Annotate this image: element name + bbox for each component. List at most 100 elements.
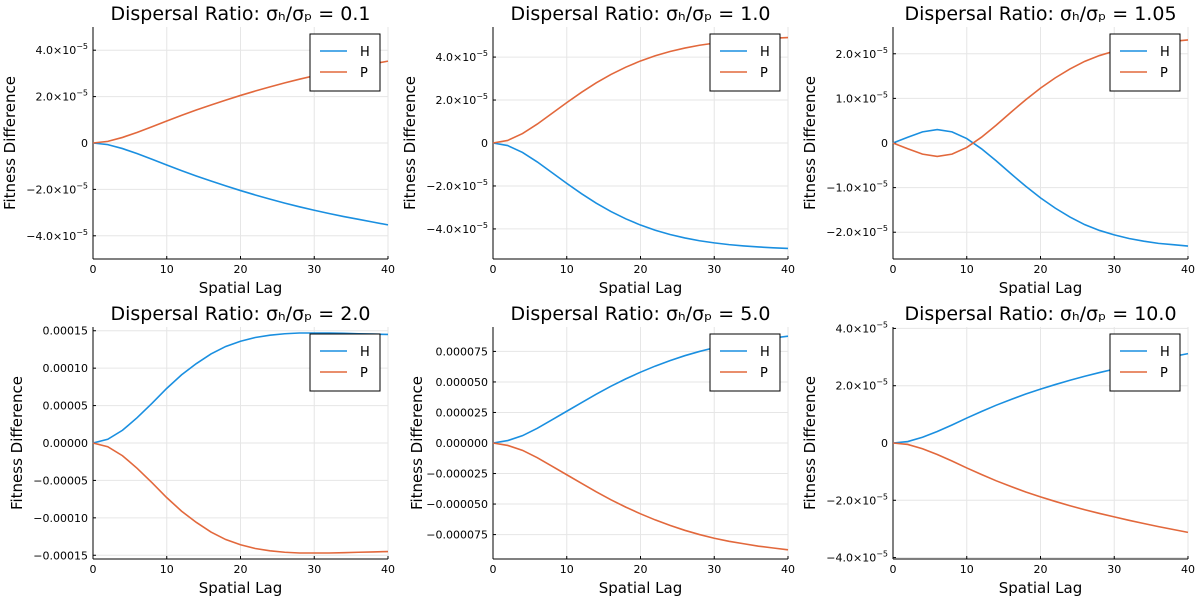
y-tick-label: −4.0×10−5	[426, 221, 488, 236]
x-tick-label: 10	[560, 263, 574, 276]
y-tick-label: 0	[881, 437, 888, 450]
y-tick-label: −0.00005	[33, 474, 88, 487]
y-axis-label: Fitness Difference	[801, 76, 819, 210]
x-tick-label: 0	[90, 263, 97, 276]
y-axis-label: Fitness Difference	[8, 376, 26, 510]
legend-label: P	[360, 366, 368, 381]
series-line-H	[492, 142, 789, 250]
legend-label: H	[1160, 345, 1170, 360]
legend: HP	[1109, 333, 1181, 392]
legend-box	[309, 333, 381, 392]
legend-label: P	[1160, 366, 1168, 381]
y-tick-label: −0.00015	[33, 549, 88, 562]
y-tick-label: 4.0×10−5	[435, 49, 488, 64]
legend-label: H	[360, 45, 370, 60]
legend-box	[709, 333, 781, 392]
y-tick-label: 4.0×10−5	[35, 42, 88, 57]
x-tick-label: 0	[890, 263, 897, 276]
x-tick-label: 0	[490, 563, 497, 576]
y-tick-label: 0.000025	[436, 406, 489, 419]
y-tick-label: 2.0×10−5	[835, 378, 888, 393]
y-tick-label: 0.00000	[43, 437, 89, 450]
y-tick-label: 2.0×10−5	[35, 89, 88, 104]
x-tick-label: 0	[890, 563, 897, 576]
chart-title: Dispersal Ratio: σₕ/σₚ = 10.0	[904, 303, 1176, 325]
x-tick-label: 10	[960, 263, 974, 276]
series-line-P	[92, 442, 389, 554]
legend-label: H	[760, 345, 770, 360]
y-tick-label: −0.000050	[426, 498, 488, 511]
legend-box	[1109, 333, 1181, 392]
x-tick-label: 10	[960, 563, 974, 576]
x-tick-label: 10	[160, 563, 174, 576]
legend: HP	[1109, 33, 1181, 92]
series-line-H	[92, 332, 389, 444]
legend-box	[709, 33, 781, 92]
x-tick-label: 20	[234, 563, 248, 576]
y-tick-label: 0.00010	[43, 362, 89, 375]
x-axis-label: Spatial Lag	[599, 279, 682, 297]
legend-label: H	[360, 345, 370, 360]
x-tick-label: 30	[1107, 563, 1121, 576]
x-tick-label: 40	[381, 263, 395, 276]
subplot-5: 0 10 20 30 40 −0.000075 −0.000050 −0.000025 0.00…	[408, 303, 795, 597]
y-axis-label: Fitness Difference	[801, 376, 819, 510]
y-tick-label: −2.0×10−5	[826, 224, 888, 239]
chart-title: Dispersal Ratio: σₕ/σₚ = 0.1	[111, 3, 371, 25]
y-tick-label: −2.0×10−5	[26, 181, 88, 196]
legend-label: P	[760, 66, 768, 81]
legend-label: P	[360, 66, 368, 81]
x-axis-label: Spatial Lag	[199, 279, 282, 297]
y-tick-label: −2.0×10−5	[426, 178, 488, 193]
x-tick-label: 30	[307, 563, 321, 576]
y-tick-label: −4.0×10−5	[26, 228, 88, 243]
x-tick-label: 20	[634, 263, 648, 276]
x-axis-label: Spatial Lag	[599, 579, 682, 597]
y-axis-label: Fitness Difference	[1, 76, 19, 210]
y-tick-label: 0	[881, 137, 888, 150]
y-tick-label: −4.0×10−5	[826, 550, 888, 565]
x-tick-label: 20	[1034, 263, 1048, 276]
chart-title: Dispersal Ratio: σₕ/σₚ = 1.05	[904, 3, 1176, 25]
legend-label: H	[1160, 45, 1170, 60]
x-axis-label: Spatial Lag	[999, 279, 1082, 297]
x-tick-label: 40	[781, 563, 795, 576]
x-tick-label: 20	[1034, 563, 1048, 576]
legend: HP	[709, 333, 781, 392]
y-tick-label: 2.0×10−5	[835, 46, 888, 61]
series-line-P	[492, 442, 789, 551]
x-tick-label: 10	[160, 263, 174, 276]
series-line-P	[892, 442, 1189, 534]
legend-label: P	[760, 366, 768, 381]
series-line-H	[892, 128, 1189, 247]
x-axis-label: Spatial Lag	[199, 579, 282, 597]
y-tick-label: 4.0×10−5	[835, 320, 888, 335]
x-tick-label: 20	[634, 563, 648, 576]
x-tick-label: 10	[560, 563, 574, 576]
y-tick-label: −2.0×10−5	[826, 492, 888, 507]
y-tick-label: −0.00010	[33, 512, 88, 525]
y-tick-label: 0.00015	[43, 325, 89, 338]
y-tick-label: 0.000050	[436, 376, 489, 389]
subplot-1: 0 10 20 30 40 −4.0×10−5 −2.0×10−5 0 2.0×10−5 4.0×…	[1, 3, 395, 297]
legend: HP	[709, 33, 781, 92]
y-tick-label: 0	[81, 137, 88, 150]
y-tick-label: 0	[481, 137, 488, 150]
x-tick-label: 0	[490, 263, 497, 276]
legend-box	[309, 33, 381, 92]
x-axis-label: Spatial Lag	[999, 579, 1082, 597]
chart-title: Dispersal Ratio: σₕ/σₚ = 5.0	[511, 303, 771, 325]
x-tick-label: 40	[781, 263, 795, 276]
legend: HP	[309, 333, 381, 392]
y-axis-label: Fitness Difference	[401, 76, 419, 210]
y-tick-label: 0.00005	[43, 400, 89, 413]
series-line-H	[92, 142, 389, 226]
subplot-3: 0 10 20 30 40 −2.0×10−5 −1.0×10−5 0 1.0×10−5 2.0×…	[801, 3, 1195, 297]
legend-label: P	[1160, 66, 1168, 81]
x-tick-label: 30	[307, 263, 321, 276]
x-tick-label: 0	[90, 563, 97, 576]
x-tick-label: 30	[1107, 263, 1121, 276]
x-tick-label: 30	[707, 563, 721, 576]
y-tick-label: −1.0×10−5	[826, 180, 888, 195]
